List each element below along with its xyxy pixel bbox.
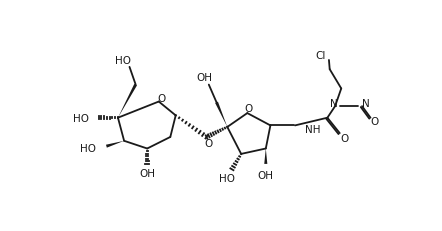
- Polygon shape: [215, 102, 227, 127]
- Text: O: O: [370, 116, 378, 126]
- Text: HO: HO: [115, 56, 131, 66]
- Text: O: O: [245, 103, 253, 113]
- Text: OH: OH: [196, 73, 212, 82]
- Polygon shape: [118, 85, 137, 118]
- Polygon shape: [106, 141, 124, 148]
- Text: HO: HO: [80, 144, 96, 154]
- Text: O: O: [204, 139, 212, 149]
- Text: N: N: [362, 99, 370, 109]
- Text: N: N: [330, 99, 337, 109]
- Text: O: O: [340, 133, 348, 143]
- Text: Cl: Cl: [316, 51, 326, 61]
- Polygon shape: [264, 149, 267, 164]
- Text: OH: OH: [258, 170, 274, 180]
- Text: NH: NH: [305, 125, 320, 135]
- Text: O: O: [157, 93, 165, 103]
- Text: OH: OH: [139, 168, 155, 178]
- Text: HO: HO: [219, 173, 235, 183]
- Text: HO: HO: [72, 113, 89, 123]
